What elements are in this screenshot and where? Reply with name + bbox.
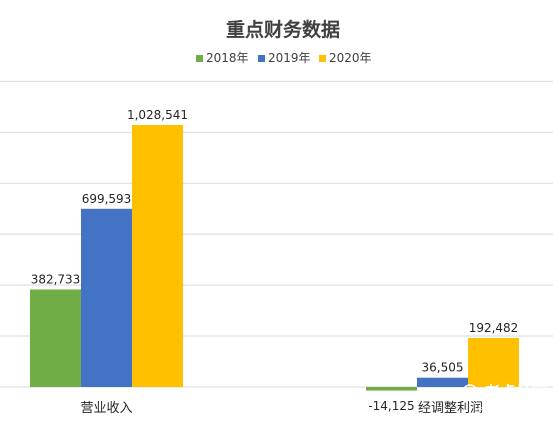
data-label: 36,505 — [422, 361, 464, 375]
bar — [132, 125, 183, 387]
legend-swatch — [258, 55, 265, 62]
bar — [81, 208, 132, 387]
watermark-handle: @小V数据透视 — [476, 404, 543, 417]
data-label: -14,125 — [368, 399, 414, 413]
category-label: 营业收入 — [80, 401, 132, 416]
watermark-title: 老虎社区 — [483, 383, 548, 402]
bar — [468, 337, 519, 387]
legend-swatch — [196, 55, 203, 62]
chart-title: 重点财务数据 — [226, 18, 340, 41]
watermark: 老虎社区 @小V数据透视 — [462, 383, 548, 417]
legend-label: 2018年 — [206, 51, 249, 65]
legend-label: 2020年 — [329, 51, 372, 65]
bars — [30, 125, 519, 391]
data-label: 382,733 — [31, 273, 81, 287]
category-label: 经调整利润 — [418, 401, 483, 416]
legend-swatch — [319, 55, 326, 62]
data-label: 192,482 — [469, 321, 519, 335]
watermark-logo-icon — [462, 384, 478, 400]
category-labels: 营业收入 经调整利润 — [80, 401, 483, 416]
data-label: 699,593 — [82, 192, 132, 206]
data-label: 1,028,541 — [127, 108, 188, 122]
bar — [417, 377, 468, 387]
bar — [366, 387, 417, 391]
bar — [30, 289, 81, 387]
data-labels: 382,733 699,593 1,028,541 -14,125 36,505 192,… — [31, 108, 519, 413]
legend-label: 2019年 — [268, 51, 311, 65]
legend: 2018年 2019年 2020年 — [196, 51, 372, 65]
